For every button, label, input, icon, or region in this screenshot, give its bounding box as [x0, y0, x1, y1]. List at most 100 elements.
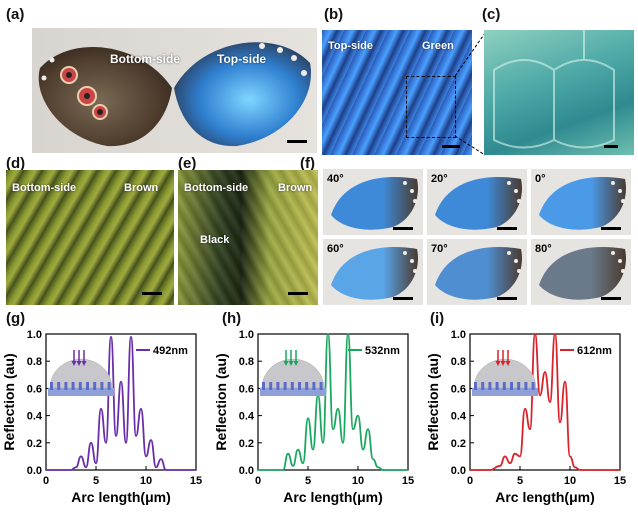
series-line — [258, 333, 408, 471]
grating-ridge — [262, 382, 265, 390]
butterfly-photo: Bottom-side Top-side — [32, 28, 317, 153]
grating-ridge — [517, 382, 521, 390]
panel-label-b: (b) — [324, 6, 344, 23]
grating-ridge — [78, 382, 82, 390]
grating-ridge — [319, 382, 323, 390]
grating-ridge — [276, 382, 280, 390]
arrow-head — [283, 361, 289, 366]
grating-ridge — [531, 382, 535, 390]
brown-label: Brown — [124, 182, 159, 194]
grating-ridge — [50, 382, 53, 390]
x-tick-label: 5 — [93, 475, 99, 487]
y-tick-label: 1.0 — [451, 329, 466, 341]
scale-bar — [604, 145, 618, 148]
y-tick-label: 0.4 — [239, 411, 255, 423]
x-tick-label: 10 — [352, 475, 364, 487]
x-tick-label: 0 — [43, 475, 49, 487]
scale-bar — [142, 292, 162, 295]
x-tick-label: 10 — [140, 475, 152, 487]
plot-frame — [469, 333, 621, 471]
x-tick-label: 0 — [255, 475, 261, 487]
y-tick-label: 0.0 — [239, 465, 254, 477]
x-tick-label: 0 — [467, 475, 473, 487]
scale-texture — [493, 30, 615, 149]
series-line — [470, 333, 620, 471]
grating-ridge — [502, 382, 506, 390]
plot-frame — [45, 333, 197, 471]
y-tick-label: 0.8 — [451, 356, 466, 368]
arrow-head — [288, 361, 294, 366]
panel-label-g: (g) — [6, 310, 26, 327]
x-tick-label: 5 — [305, 475, 311, 487]
y-tick-label: 0.6 — [451, 383, 466, 395]
y-tick-label: 0.8 — [27, 356, 42, 368]
legend-label: 612nm — [577, 345, 612, 357]
grating-ridge — [312, 382, 316, 390]
legend-label: 492nm — [153, 345, 188, 357]
grating-ridge — [107, 382, 111, 390]
angle-photo: 40° — [323, 169, 423, 235]
x-axis-label: Arc length(μm) — [283, 489, 383, 505]
panel-label-h: (h) — [222, 310, 242, 327]
chart-h: 0.0 0.2 0.4 0.6 0.8 1.0 0 5 10 15 Arc length(μm) Re… — [213, 329, 414, 505]
bottom-side-brown-photo: Bottom-side Brown — [6, 170, 174, 305]
grating-ridge — [481, 382, 485, 390]
grating-ridge — [283, 382, 287, 390]
x-tick-label: 10 — [564, 475, 576, 487]
y-tick-label: 0.6 — [239, 383, 254, 395]
y-tick-label: 0.0 — [451, 465, 466, 477]
angle-label: 80° — [535, 243, 552, 255]
scale-bar — [601, 297, 621, 300]
inset-diagram — [260, 350, 326, 396]
grating-ridge — [474, 382, 477, 390]
x-tick-label: 15 — [190, 475, 202, 487]
scale-bar — [497, 297, 517, 300]
angle-label: 40° — [327, 173, 344, 185]
inset-diagram — [48, 350, 114, 396]
y-tick-label: 0.2 — [239, 438, 254, 450]
chart-i: 0.0 0.2 0.4 0.6 0.8 1.0 0 5 10 15 Arc length(μm) Re… — [425, 329, 626, 505]
panel-label-f: (f) — [300, 155, 315, 172]
x-tick-label: 15 — [402, 475, 414, 487]
x-axis-label: Arc length(μm) — [495, 489, 595, 505]
y-tick-label: 1.0 — [27, 329, 42, 341]
arrow-head — [71, 361, 77, 366]
grating-ridge — [298, 382, 301, 390]
angle-photo: 60° — [323, 239, 423, 305]
grating-ridge — [86, 382, 89, 390]
black-label: Black — [200, 234, 230, 246]
arrow-head — [81, 361, 87, 366]
grating-ridge — [510, 382, 513, 390]
chart-g: 0.0 0.2 0.4 0.6 0.8 1.0 0 5 10 15 Arc length(μm) Re… — [1, 329, 202, 505]
y-tick-label: 0.2 — [27, 438, 42, 450]
grating-ridge — [71, 382, 75, 390]
bottom-side-label: Bottom-side — [12, 182, 77, 194]
arrow-head — [500, 361, 506, 366]
legend-label: 532nm — [365, 345, 400, 357]
series-line — [46, 335, 196, 471]
brown-label: Brown — [278, 182, 313, 194]
y-axis-label: Reflection (au) — [213, 353, 229, 450]
scale-bar — [442, 145, 460, 148]
grating-ridge — [57, 382, 61, 390]
bottom-side-black-photo: Bottom-side Brown Black — [178, 170, 318, 305]
panel-label-c: (c) — [482, 6, 501, 23]
grating-ridge — [524, 382, 528, 390]
grating-base — [472, 388, 538, 396]
grating-base — [260, 388, 326, 396]
angle-photos-grid: 40° 20° 0° 60° 70° — [322, 168, 636, 310]
angle-photo: 80° — [531, 239, 631, 305]
grating-ridge — [488, 382, 492, 390]
grating-ridge — [64, 382, 68, 390]
angle-photo: 20° — [427, 169, 527, 235]
zoomed-scales-photo — [484, 30, 634, 155]
x-tick-label: 5 — [517, 475, 523, 487]
grating-ridge — [93, 382, 97, 390]
panel-label-i: (i) — [430, 310, 445, 327]
y-tick-label: 0.6 — [27, 383, 42, 395]
green-label: Green — [422, 40, 454, 52]
angle-label: 70° — [431, 243, 448, 255]
scale-bar — [393, 297, 413, 300]
angle-label: 60° — [327, 243, 344, 255]
grating-ridge — [495, 382, 499, 390]
